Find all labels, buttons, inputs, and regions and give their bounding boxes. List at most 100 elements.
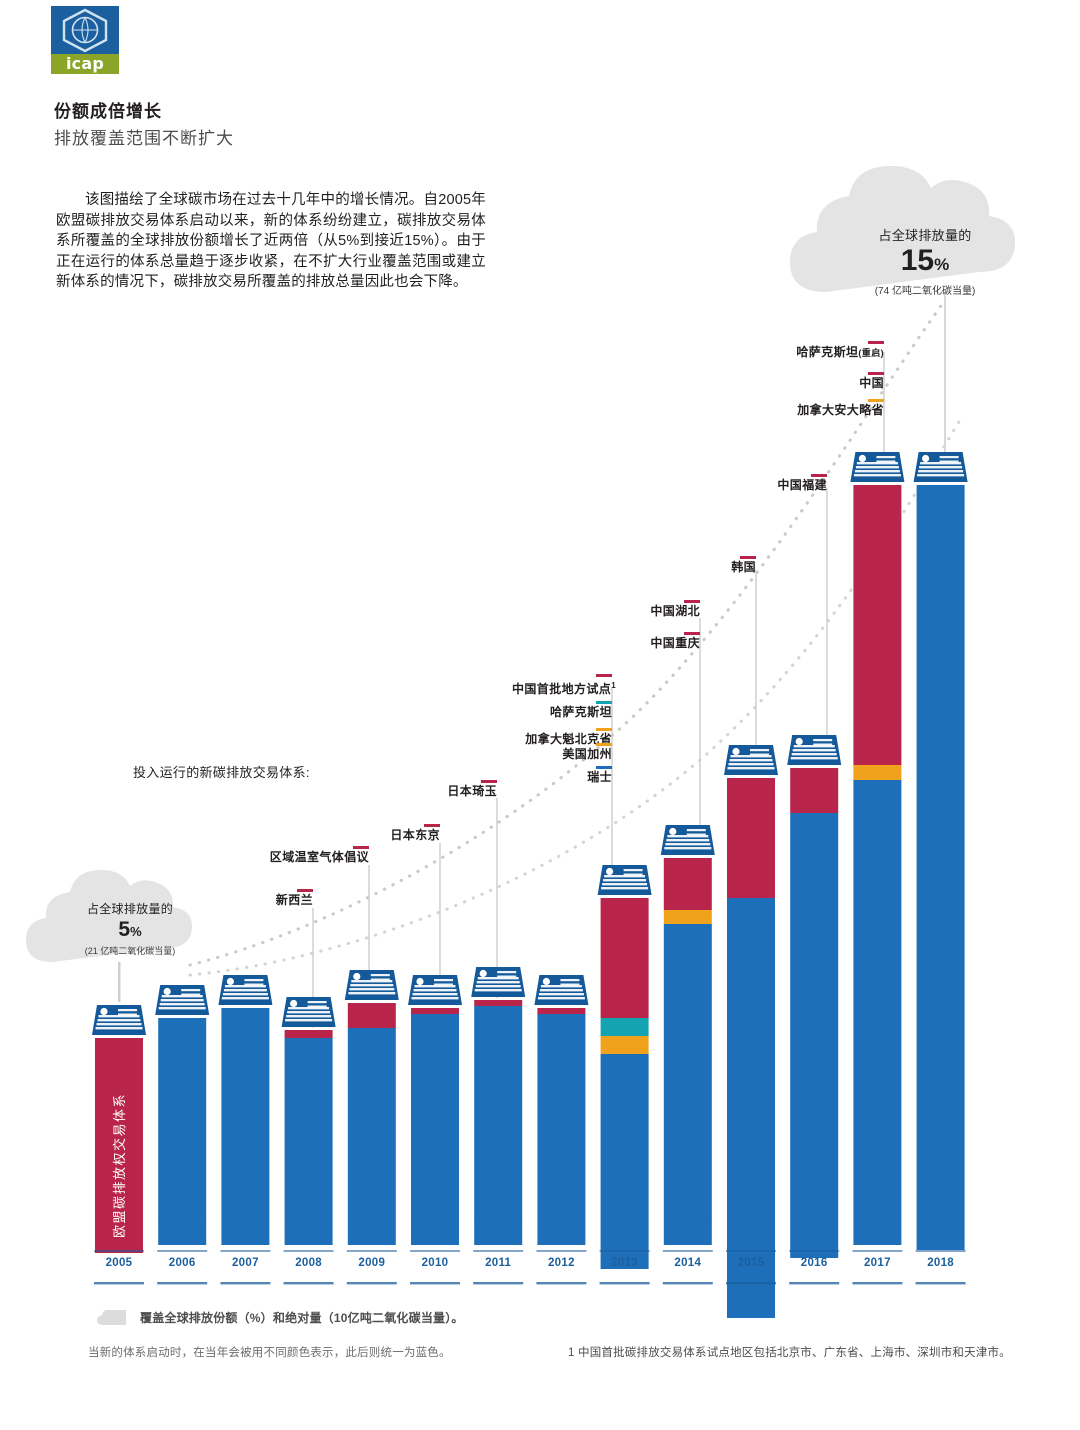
icap-wordmark: icap (51, 54, 119, 74)
year-label-2005: 2005 (105, 1257, 133, 1269)
hexagon-globe-icon (62, 8, 108, 53)
callout-color-swatch (740, 556, 756, 559)
bar-segment (474, 1006, 523, 1221)
callout-text: 区域温室气体倡议 (269, 850, 369, 864)
bar-segment (600, 1036, 649, 1054)
bar-segment (537, 1008, 586, 1014)
icap-logo: icap (51, 6, 119, 74)
callout-color-swatch (811, 474, 827, 477)
bar-segment (663, 1223, 712, 1245)
callout-fujian: 中国福建 (747, 474, 827, 493)
cloud-right-value: 15 (900, 244, 935, 277)
bar-segment (158, 1018, 207, 1223)
callout-color-swatch (353, 846, 369, 849)
year-label-2018: 2018 (927, 1257, 954, 1269)
callout-text: 中国重庆 (650, 636, 700, 650)
bar-segment (537, 1014, 586, 1224)
bar-segment (347, 1028, 396, 1218)
bar-segment (853, 765, 902, 780)
year-label-2006: 2006 (168, 1257, 196, 1269)
legend-row: 覆盖全球排放份额（%）和绝对量（10亿吨二氧化碳当量）。 (96, 1309, 464, 1326)
bar-segment (95, 1038, 143, 1253)
bar-segment (853, 1239, 902, 1245)
cloud-left-line1: 占全球排放量的 (86, 902, 174, 916)
bar-segment (474, 1000, 523, 1006)
page-subtitle: 排放覆盖范围不断扩大 (54, 129, 234, 148)
bar-segment (284, 1030, 333, 1038)
bar-segment (663, 924, 712, 1224)
callout-text: 哈萨克斯坦 (549, 705, 612, 719)
callout-color-swatch (868, 341, 884, 344)
year-label-2007: 2007 (231, 1257, 259, 1269)
callout-text: 哈萨克斯坦 (796, 345, 859, 359)
callout-footnote-marker: 1 (611, 681, 617, 690)
year-label-2013: 2013 (611, 1257, 638, 1269)
callout-text: 中国首批地方试点 (512, 682, 612, 696)
bar-segment (411, 1008, 459, 1014)
callout-chongqing: 中国重庆 (620, 632, 700, 651)
bar-segment (284, 1227, 333, 1245)
bar-segment (600, 1054, 649, 1269)
callout-california: 美国加州 (532, 743, 612, 762)
callout-kazakhstan: 哈萨克斯坦 (532, 701, 612, 720)
callout-color-swatch (684, 632, 700, 635)
bar-segment (347, 1217, 396, 1245)
intro-paragraph: 该图描绘了全球碳市场在过去十几年中的增长情况。自2005年欧盟碳排放交易体系启动… (56, 192, 486, 290)
year-label-2012: 2012 (547, 1257, 575, 1269)
growth-curve-upper (188, 298, 947, 967)
bar-segment (663, 858, 712, 910)
callout-quebec-ca: 加拿大魁北克省 (522, 728, 612, 747)
bar-segment (853, 780, 902, 1240)
year-label-2010: 2010 (421, 1257, 449, 1269)
year-label-2008: 2008 (295, 1257, 322, 1269)
callout-text: 韩国 (731, 560, 756, 574)
callout-china: 中国 (824, 372, 884, 391)
callout-kazakhstan2: 哈萨克斯坦(重启) (776, 341, 884, 361)
callout-color-swatch (684, 600, 700, 603)
bar-segment (474, 1220, 523, 1245)
bar-segment (727, 898, 775, 1318)
bar-segment (347, 1003, 396, 1028)
callout-text: 中国湖北 (650, 604, 700, 618)
cloud-right-line1: 占全球排放量的 (878, 228, 972, 243)
callout-text: 中国 (859, 376, 884, 390)
callout-hubei: 中国湖北 (620, 600, 700, 619)
bar-segment (600, 898, 649, 1018)
bar-segment (663, 910, 712, 924)
eu-ets-bar-label: 欧盟碳排放权交易体系 (112, 1093, 127, 1238)
bar-segment (221, 1008, 270, 1233)
cloud-left-text: 占全球排放量的 5% (21 亿吨二氧化碳当量) (30, 900, 230, 957)
cloud-icon (97, 1309, 126, 1325)
callout-korea: 韩国 (686, 556, 756, 575)
callout-ontario: 加拿大安大略省 (774, 399, 884, 418)
callout-note: (重启) (858, 348, 884, 358)
bar-segment (411, 1223, 459, 1245)
callout-color-swatch (868, 399, 884, 402)
callout-text: 日本东京 (390, 828, 440, 842)
page-title: 份额成倍增长 (54, 102, 162, 121)
callout-nz: 新西兰 (233, 889, 313, 908)
callout-tokyo: 日本东京 (340, 824, 440, 843)
bar-segment (537, 1223, 586, 1245)
callout-text: 加拿大安大略省 (797, 403, 884, 417)
callout-china-pilots: 中国首批地方试点1 (512, 674, 616, 697)
year-label-2014: 2014 (674, 1257, 702, 1269)
cloud-right-line3: (74 亿吨二氧化碳当量) (874, 286, 976, 297)
bar-segment (221, 1232, 270, 1245)
callout-text: 中国福建 (777, 478, 827, 492)
bar-segment (727, 778, 775, 898)
cloud-right-text: 占全球排放量的 15% (74 亿吨二氧化碳当量) (800, 225, 1050, 297)
callout-color-swatch (596, 728, 612, 731)
bar-segment (600, 1018, 649, 1036)
legend-note: 当新的体系启动时，在当年会被用不同颜色表示，此后则统一为蓝色。 (88, 1347, 451, 1359)
callout-color-swatch (424, 824, 440, 827)
bar-segment (790, 813, 839, 1258)
callout-color-swatch (481, 780, 497, 783)
year-label-2015: 2015 (737, 1257, 765, 1269)
callout-color-swatch (596, 743, 612, 746)
callout-rggi: 区域温室气体倡议 (269, 846, 369, 865)
callout-color-swatch (868, 372, 884, 375)
bar-segment (284, 1038, 333, 1228)
callout-text: 日本琦玉 (447, 784, 497, 798)
year-label-2017: 2017 (863, 1257, 891, 1269)
